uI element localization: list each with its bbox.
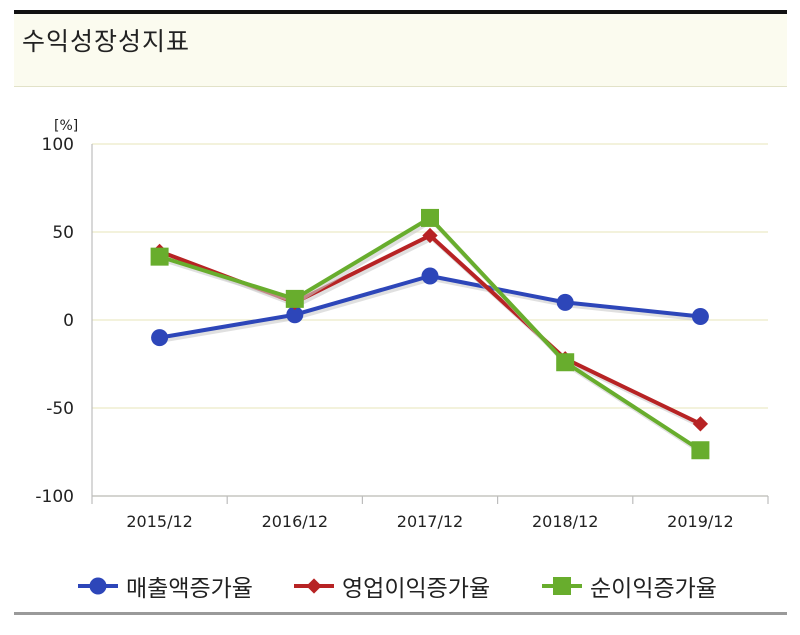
legend-marker-net-income-growth: [542, 577, 582, 595]
line-chart: 100 50 0 -50 -100 [%] 2015/12 2016/12 2017/12 201…: [35, 118, 769, 531]
data-point: [692, 416, 709, 432]
data-point: [150, 247, 169, 266]
x-tick-label: 2017/12: [397, 512, 463, 531]
series-shadow: [161, 218, 704, 455]
y-tick-label: -50: [46, 399, 74, 419]
panel-title: 수익성장성지표: [22, 27, 191, 56]
chart-legend: 매출액증가율 영업이익증가율 순이익증가율: [0, 566, 800, 606]
bottom-rule: [14, 612, 787, 615]
x-tick-label: 2015/12: [126, 512, 192, 531]
data-point: [151, 329, 169, 347]
gridlines: [92, 143, 768, 497]
data-point: [286, 306, 304, 324]
data-point: [421, 208, 439, 227]
series-line: [159, 215, 702, 452]
legend-symbol: [89, 577, 107, 595]
legend-symbol: [306, 578, 322, 594]
y-tick-label: 50: [52, 223, 74, 243]
legend-label-net-income-growth: 순이익증가율: [590, 576, 717, 602]
legend-marker-revenue-growth: [78, 577, 118, 595]
x-tick-label: 2016/12: [262, 512, 328, 531]
data-point: [285, 289, 304, 308]
legend-item-revenue-growth[interactable]: 매출액증가율: [76, 566, 253, 606]
legend-item-operating-profit-growth[interactable]: 영업이익증가율: [292, 566, 490, 606]
legend-label-revenue-growth: 매출액증가율: [126, 576, 253, 602]
panel-header: [14, 14, 787, 87]
data-point: [556, 353, 575, 372]
data-point: [556, 293, 574, 311]
data-point: [422, 227, 438, 244]
y-tick-label: -100: [35, 487, 74, 507]
legend-marker-operating-profit-growth: [294, 578, 334, 594]
data-point: [421, 267, 439, 285]
x-tick-label: 2019/12: [667, 512, 733, 531]
data-point: [691, 307, 709, 325]
legend-item-net-income-growth[interactable]: 순이익증가율: [540, 566, 717, 606]
x-tick-label: 2018/12: [532, 512, 598, 531]
top-rule: [14, 10, 787, 14]
y-axis-unit: [%]: [54, 118, 78, 134]
series-markers: [150, 208, 710, 460]
data-point: [691, 441, 710, 460]
series-lines: [158, 215, 704, 455]
legend-symbol: [553, 577, 571, 595]
tick-labels: 100 50 0 -50 -100 [%] 2015/12 2016/12 2017/12 201…: [35, 118, 733, 531]
axes: [91, 144, 769, 504]
y-tick-label: 100: [42, 135, 74, 155]
legend-label-operating-profit-growth: 영업이익증가율: [342, 576, 491, 602]
y-tick-label: 0: [63, 311, 74, 331]
